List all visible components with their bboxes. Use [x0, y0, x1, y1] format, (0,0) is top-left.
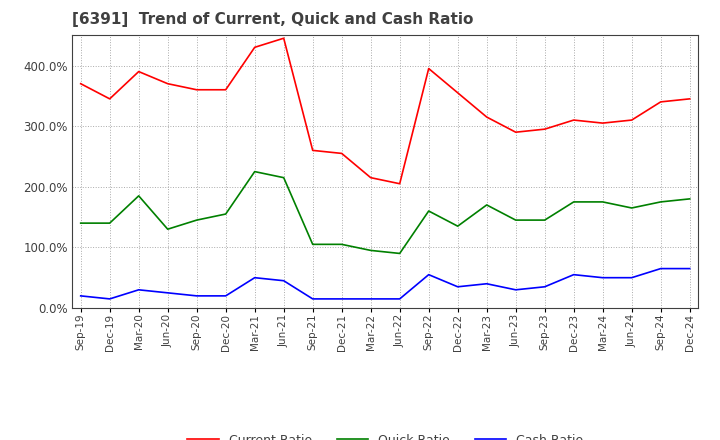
Cash Ratio — [163, 290, 172, 296]
Line: Cash Ratio: Cash Ratio — [81, 268, 690, 299]
Quick Ratio — [657, 199, 665, 205]
Quick Ratio — [395, 251, 404, 256]
Cash Ratio — [424, 272, 433, 277]
Current Ratio — [541, 127, 549, 132]
Quick Ratio — [279, 175, 288, 180]
Quick Ratio — [163, 227, 172, 232]
Cash Ratio — [76, 293, 85, 298]
Cash Ratio — [627, 275, 636, 280]
Current Ratio — [627, 117, 636, 123]
Current Ratio — [424, 66, 433, 71]
Quick Ratio — [424, 209, 433, 214]
Line: Quick Ratio: Quick Ratio — [81, 172, 690, 253]
Cash Ratio — [221, 293, 230, 298]
Quick Ratio — [482, 202, 491, 208]
Quick Ratio — [511, 217, 520, 223]
Quick Ratio — [251, 169, 259, 174]
Quick Ratio — [541, 217, 549, 223]
Current Ratio — [279, 36, 288, 41]
Quick Ratio — [221, 211, 230, 216]
Quick Ratio — [338, 242, 346, 247]
Cash Ratio — [135, 287, 143, 293]
Current Ratio — [482, 114, 491, 120]
Current Ratio — [163, 81, 172, 86]
Cash Ratio — [279, 278, 288, 283]
Current Ratio — [598, 121, 607, 126]
Quick Ratio — [454, 224, 462, 229]
Current Ratio — [135, 69, 143, 74]
Cash Ratio — [338, 296, 346, 301]
Cash Ratio — [251, 275, 259, 280]
Cash Ratio — [511, 287, 520, 293]
Current Ratio — [338, 151, 346, 156]
Current Ratio — [685, 96, 694, 102]
Cash Ratio — [570, 272, 578, 277]
Current Ratio — [105, 96, 114, 102]
Quick Ratio — [308, 242, 317, 247]
Cash Ratio — [105, 296, 114, 301]
Quick Ratio — [76, 220, 85, 226]
Cash Ratio — [308, 296, 317, 301]
Quick Ratio — [570, 199, 578, 205]
Current Ratio — [454, 90, 462, 95]
Cash Ratio — [395, 296, 404, 301]
Quick Ratio — [366, 248, 375, 253]
Quick Ratio — [105, 220, 114, 226]
Cash Ratio — [454, 284, 462, 290]
Cash Ratio — [366, 296, 375, 301]
Quick Ratio — [192, 217, 201, 223]
Text: [6391]  Trend of Current, Quick and Cash Ratio: [6391] Trend of Current, Quick and Cash … — [72, 12, 473, 27]
Current Ratio — [570, 117, 578, 123]
Line: Current Ratio: Current Ratio — [81, 38, 690, 184]
Current Ratio — [192, 87, 201, 92]
Current Ratio — [308, 148, 317, 153]
Cash Ratio — [657, 266, 665, 271]
Current Ratio — [511, 129, 520, 135]
Cash Ratio — [482, 281, 491, 286]
Cash Ratio — [541, 284, 549, 290]
Legend: Current Ratio, Quick Ratio, Cash Ratio: Current Ratio, Quick Ratio, Cash Ratio — [182, 429, 588, 440]
Current Ratio — [366, 175, 375, 180]
Quick Ratio — [627, 205, 636, 211]
Current Ratio — [251, 45, 259, 50]
Cash Ratio — [598, 275, 607, 280]
Cash Ratio — [685, 266, 694, 271]
Quick Ratio — [685, 196, 694, 202]
Current Ratio — [657, 99, 665, 105]
Current Ratio — [76, 81, 85, 86]
Quick Ratio — [135, 193, 143, 198]
Quick Ratio — [598, 199, 607, 205]
Cash Ratio — [192, 293, 201, 298]
Current Ratio — [395, 181, 404, 187]
Current Ratio — [221, 87, 230, 92]
